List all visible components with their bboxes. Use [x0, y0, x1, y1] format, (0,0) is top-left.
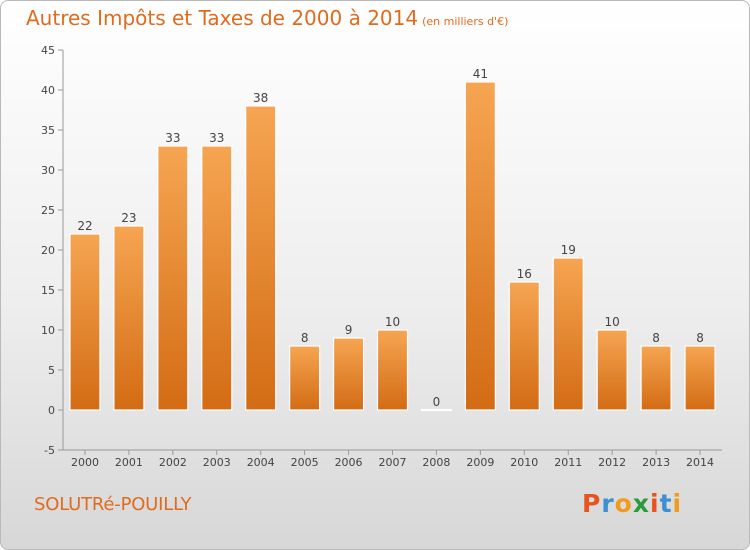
logo-letter: i — [650, 489, 660, 518]
x-tick-label-2013: 2013 — [642, 456, 670, 469]
x-tick-label-2003: 2003 — [203, 456, 231, 469]
y-tick-label: 5 — [48, 364, 55, 377]
x-tick-label-2012: 2012 — [598, 456, 626, 469]
data-label-2013: 8 — [652, 331, 660, 345]
data-label-2004: 38 — [253, 91, 268, 105]
logo-letter: P — [582, 489, 602, 518]
bar-2007 — [376, 329, 409, 411]
bar-2000 — [69, 233, 101, 411]
x-tick-label-2000: 2000 — [71, 456, 99, 469]
proxiti-logo[interactable]: Proxiti — [582, 489, 682, 518]
x-tick-label-2011: 2011 — [554, 456, 582, 469]
bar-2001 — [113, 225, 145, 411]
data-label-2008: 0 — [433, 395, 441, 409]
y-tick-label: -5 — [44, 444, 55, 457]
bar-2010 — [508, 281, 540, 411]
bar-2002 — [157, 145, 189, 411]
bar-2003 — [201, 145, 233, 411]
data-label-2014: 8 — [696, 331, 704, 345]
x-tick-label-2006: 2006 — [335, 456, 363, 469]
x-tick-label-2007: 2007 — [379, 456, 407, 469]
data-labels: 22 23 33 33 38 8 9 10 0 41 16 19 10 8 8 — [77, 67, 704, 409]
bar-2006 — [332, 337, 365, 411]
x-tick-label-2014: 2014 — [686, 456, 714, 469]
data-label-2007: 10 — [385, 315, 400, 329]
chart-title: Autres Impôts et Taxes de 2000 à 2014 — [26, 6, 419, 30]
y-tick-label: 20 — [41, 244, 55, 257]
bars — [69, 81, 716, 412]
axes: -5 0 5 10 15 20 25 30 35 40 45 2000 2001 2002 2003 2004… — [41, 44, 722, 469]
x-tick-label-2008: 2008 — [422, 456, 450, 469]
logo-letter: r — [601, 489, 615, 518]
chart-subtitle: (en milliers d'€) — [422, 15, 509, 28]
data-label-2003: 33 — [209, 131, 224, 145]
y-tick-label: 45 — [41, 44, 55, 57]
x-tick-label-2005: 2005 — [291, 456, 319, 469]
data-label-2011: 19 — [561, 243, 576, 257]
logo-letter: x — [632, 489, 650, 518]
y-tick-label: 10 — [41, 324, 55, 337]
data-label-2005: 8 — [301, 331, 309, 345]
bar-2013 — [640, 345, 672, 411]
bar-2009 — [464, 81, 496, 411]
x-tick-label-2001: 2001 — [115, 456, 143, 469]
data-label-2006: 9 — [345, 323, 353, 337]
data-label-2010: 16 — [517, 267, 532, 281]
data-label-2012: 10 — [605, 315, 620, 329]
bar-2012 — [596, 329, 628, 411]
data-label-2000: 22 — [77, 219, 92, 233]
x-tick-label-2004: 2004 — [247, 456, 275, 469]
commune-name: SOLUTRé-POUILLY — [34, 494, 192, 515]
y-tick-label: 35 — [41, 124, 55, 137]
y-tick-label: 25 — [41, 204, 55, 217]
x-tick-label-2002: 2002 — [159, 456, 187, 469]
y-tick-label: 40 — [41, 84, 55, 97]
bar-2008 — [420, 408, 453, 412]
y-tick-label: 15 — [41, 284, 55, 297]
y-tick-label: 30 — [41, 164, 55, 177]
x-tick-label-2010: 2010 — [510, 456, 538, 469]
data-label-2002: 33 — [165, 131, 180, 145]
y-tick-label: 0 — [48, 404, 55, 417]
data-label-2001: 23 — [121, 211, 136, 225]
logo-letter: t — [659, 489, 673, 518]
logo-letter: i — [672, 489, 683, 518]
logo-letter: o — [614, 489, 633, 518]
x-tick-label-2009: 2009 — [466, 456, 494, 469]
bar-2014 — [684, 345, 716, 411]
bar-2005 — [289, 345, 321, 411]
bar-2004 — [245, 105, 277, 411]
data-label-2009: 41 — [473, 67, 488, 81]
chart-title-block: Autres Impôts et Taxes de 2000 à 2014 (en… — [26, 6, 508, 30]
bar-2011 — [552, 257, 584, 411]
